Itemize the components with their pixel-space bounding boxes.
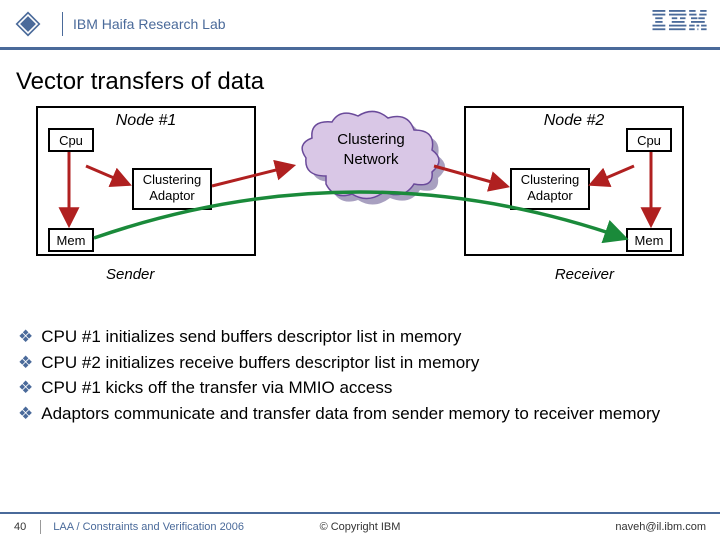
role-sender-label: Sender	[106, 266, 154, 283]
footer-bar: 40 LAA / Constraints and Verification 20…	[0, 512, 720, 540]
header-divider	[62, 12, 63, 36]
network-label-line1: Clustering	[316, 130, 426, 150]
node2-cpu: Cpu	[626, 128, 672, 152]
slide-title: Vector transfers of data	[0, 50, 720, 106]
node2-adaptor-l2: Adaptor	[512, 188, 588, 204]
node2-box: Node #2 Cpu Clustering Adaptor Mem	[464, 106, 684, 256]
node1-adaptor: Clustering Adaptor	[132, 168, 212, 210]
footer-talk-title: LAA / Constraints and Verification 2006	[53, 521, 244, 533]
footer-divider	[40, 520, 41, 534]
bullet-list: ❖ CPU #1 initializes send buffers descrip…	[0, 306, 720, 426]
network-cloud-label: Clustering Network	[316, 130, 426, 169]
bullet-text: CPU #1 kicks off the transfer via MMIO a…	[41, 375, 702, 401]
list-item: ❖ CPU #1 initializes send buffers descrip…	[18, 324, 702, 350]
role-receiver-label: Receiver	[555, 266, 614, 283]
lab-logo-icon	[12, 8, 44, 40]
bullet-text: CPU #2 initializes receive buffers descr…	[41, 350, 702, 376]
node2-mem: Mem	[626, 228, 672, 252]
ibm-logo-icon	[652, 10, 708, 37]
footer-page-number: 40	[14, 521, 26, 533]
node2-adaptor: Clustering Adaptor	[510, 168, 590, 210]
footer-copyright: © Copyright IBM	[320, 521, 401, 533]
node1-box: Node #1 Cpu Clustering Adaptor Mem	[36, 106, 256, 256]
list-item: ❖ CPU #1 kicks off the transfer via MMIO …	[18, 375, 702, 401]
list-item: ❖ CPU #2 initializes receive buffers desc…	[18, 350, 702, 376]
node1-adaptor-l2: Adaptor	[134, 188, 210, 204]
footer-email: naveh@il.ibm.com	[615, 521, 706, 533]
node1-title: Node #1	[38, 108, 254, 130]
node2-title: Node #2	[466, 108, 682, 130]
bullet-icon: ❖	[18, 401, 33, 427]
list-item: ❖ Adaptors communicate and transfer data …	[18, 401, 702, 427]
node1-adaptor-l1: Clustering	[134, 172, 210, 188]
bullet-text: Adaptors communicate and transfer data f…	[41, 401, 702, 427]
node1-cpu: Cpu	[48, 128, 94, 152]
diagram-area: Clustering Network Node #1 Cpu Clusterin…	[16, 106, 704, 306]
node1-mem: Mem	[48, 228, 94, 252]
header-bar: IBM Haifa Research Lab	[0, 0, 720, 50]
bullet-icon: ❖	[18, 324, 33, 350]
header-lab-title: IBM Haifa Research Lab	[73, 16, 226, 32]
bullet-icon: ❖	[18, 375, 33, 401]
network-label-line2: Network	[316, 150, 426, 170]
bullet-text: CPU #1 initializes send buffers descript…	[41, 324, 702, 350]
node2-adaptor-l1: Clustering	[512, 172, 588, 188]
bullet-icon: ❖	[18, 350, 33, 376]
